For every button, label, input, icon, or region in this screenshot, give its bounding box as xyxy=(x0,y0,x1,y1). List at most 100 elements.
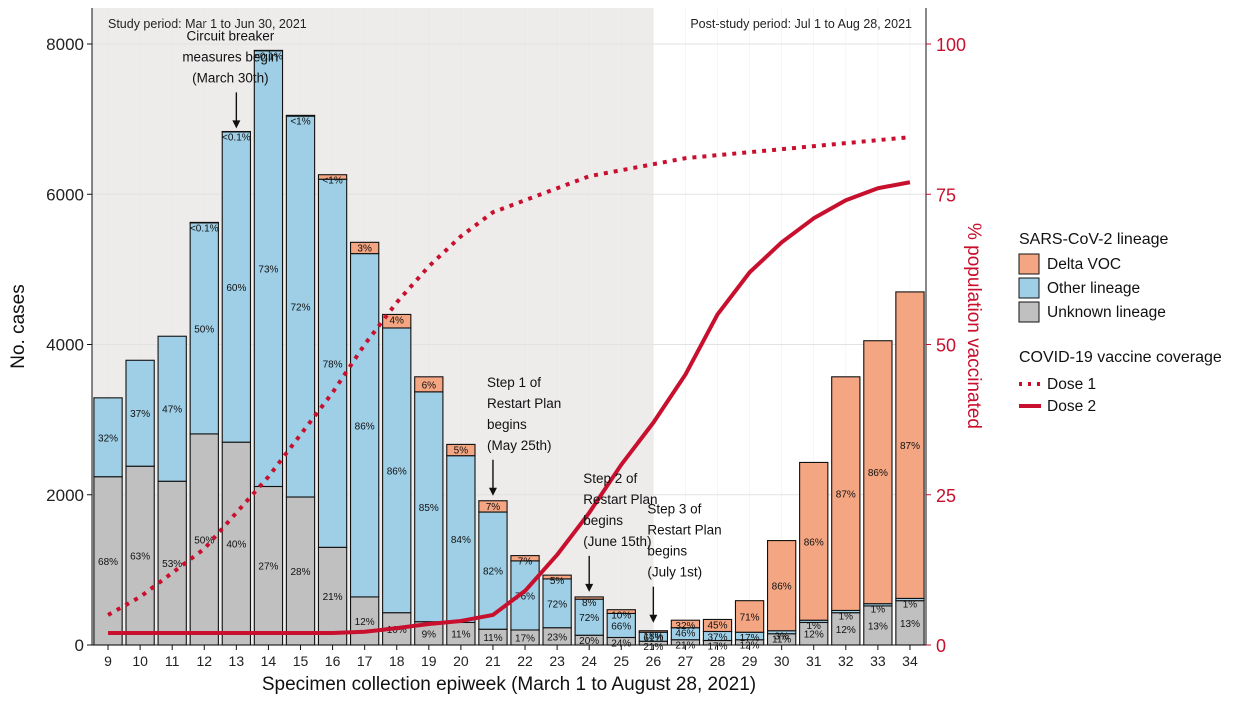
x-tick-label: 28 xyxy=(710,653,726,669)
x-tick-label: 11 xyxy=(165,653,180,669)
annotation-text: (May 25th) xyxy=(487,438,552,453)
bar-percent-label: 86% xyxy=(355,421,375,432)
annotation-text: Circuit breaker xyxy=(186,28,274,43)
annotation-text: (March 30th) xyxy=(192,70,269,85)
bar-percent-label: 72% xyxy=(547,599,567,610)
bar-percent-label: 47% xyxy=(162,405,182,416)
bar-percent-label: 17% xyxy=(740,633,760,644)
bar-percent-label: <1% xyxy=(322,176,342,187)
bar-percent-label: <0.1% xyxy=(222,133,251,144)
bar-percent-label: 3% xyxy=(774,632,789,643)
annotation-text: measures begin xyxy=(182,49,278,64)
x-tick-label: 23 xyxy=(549,653,565,669)
x-tick-label: 17 xyxy=(357,653,373,669)
x-tick-label: 20 xyxy=(453,653,469,669)
y2-tick-label: 50 xyxy=(936,336,956,356)
bar-percent-label: 86% xyxy=(804,537,824,548)
bar-percent-label: 1% xyxy=(871,605,886,616)
bar-percent-label: 86% xyxy=(387,466,407,477)
bar-percent-label: 7% xyxy=(518,557,533,568)
bar-percent-label: 5% xyxy=(454,445,469,456)
x-tick-label: 29 xyxy=(742,653,758,669)
bar-percent-label: 85% xyxy=(419,503,439,514)
bar-percent-label: 21% xyxy=(323,592,343,603)
bar-percent-label: 68% xyxy=(98,557,118,568)
bar-percent-label: 12% xyxy=(355,617,375,628)
annotation-text: Restart Plan xyxy=(487,396,561,411)
legend-line-label: Dose 2 xyxy=(1047,398,1096,415)
x-tick-label: 30 xyxy=(774,653,790,669)
y-tick-label: 2000 xyxy=(46,486,84,505)
x-tick-label: 33 xyxy=(870,653,886,669)
annotation-text: Step 1 of xyxy=(487,375,541,390)
annotation-text: begins xyxy=(487,417,527,432)
x-tick-label: 13 xyxy=(229,653,245,669)
bar-percent-label: 63% xyxy=(130,552,150,563)
bar-percent-label: 9% xyxy=(422,629,437,640)
annotation-text: Step 3 of xyxy=(647,502,701,517)
bar-percent-label: 37% xyxy=(130,409,150,420)
y-tick-label: 4000 xyxy=(46,336,84,355)
annotation-text: Restart Plan xyxy=(647,523,721,538)
y2-tick-label: 0 xyxy=(936,636,946,656)
x-tick-label: 15 xyxy=(293,653,309,669)
x-tick-label: 25 xyxy=(613,653,629,669)
bar-percent-label: 28% xyxy=(290,567,310,578)
y2-tick-label: 75 xyxy=(936,185,956,205)
bar-percent-label: 87% xyxy=(836,490,856,501)
bar-percent-label: 10% xyxy=(611,611,631,622)
x-tick-label: 31 xyxy=(806,653,822,669)
bar-percent-label: 86% xyxy=(868,468,888,479)
bar-percent-label: 32% xyxy=(98,433,118,444)
annotation-text: begins xyxy=(647,544,687,559)
x-tick-label: 32 xyxy=(838,653,854,669)
bar-percent-label: 72% xyxy=(290,303,310,314)
bar-percent-label: 13% xyxy=(868,621,888,632)
bar-percent-label: 13% xyxy=(900,619,920,630)
bar-percent-label: 1% xyxy=(903,599,918,610)
bar-percent-label: 72% xyxy=(579,613,599,624)
x-tick-label: 24 xyxy=(581,653,597,669)
bar-percent-label: 50% xyxy=(194,535,214,546)
x-tick-label: 18 xyxy=(389,653,405,669)
bar-percent-label: 23% xyxy=(547,632,567,643)
bar-percent-label: 66% xyxy=(611,621,631,632)
bar-percent-label: 4% xyxy=(390,315,405,326)
bar-percent-label: 1% xyxy=(807,621,822,632)
bar-percent-label: 87% xyxy=(900,441,920,452)
legend-line-title: COVID-19 vaccine coverage xyxy=(1019,349,1222,366)
legend-fill-title: SARS-CoV-2 lineage xyxy=(1019,231,1169,248)
x-tick-label: 19 xyxy=(421,653,437,669)
legend-line-label: Dose 1 xyxy=(1047,376,1096,393)
bar-percent-label: 86% xyxy=(772,582,792,593)
annotation-text: Restart Plan xyxy=(583,492,657,507)
bar-percent-label: 32% xyxy=(675,621,695,632)
annotation-text: begins xyxy=(583,513,623,528)
bar-percent-label: 78% xyxy=(323,359,343,370)
bar-percent-label: 40% xyxy=(226,540,246,551)
x-axis-title: Specimen collection epiweek (March 1 to … xyxy=(262,674,756,695)
x-tick-label: 12 xyxy=(196,653,212,669)
bar-percent-label: 12% xyxy=(836,625,856,636)
x-tick-label: 21 xyxy=(485,653,501,669)
y2-tick-label: 100 xyxy=(936,35,966,55)
x-tick-label: 14 xyxy=(261,653,277,669)
legend-swatch xyxy=(1019,278,1039,298)
bar-percent-label: 50% xyxy=(194,324,214,335)
y-axis-title: No. cases xyxy=(8,284,29,368)
bar-percent-label: 5% xyxy=(550,576,565,587)
bar-percent-label: 37% xyxy=(707,632,727,643)
y-tick-label: 6000 xyxy=(46,185,84,204)
bar-percent-label: 1% xyxy=(839,611,854,622)
legend-fill-label: Delta VOC xyxy=(1047,256,1121,273)
x-tick-label: 16 xyxy=(325,653,341,669)
bar-percent-label: 18% xyxy=(643,632,663,643)
bar-percent-label: 71% xyxy=(740,612,760,623)
x-tick-label: 34 xyxy=(902,653,918,669)
x-tick-label: 22 xyxy=(517,653,533,669)
y2-tick-label: 25 xyxy=(936,486,956,506)
legend-swatch xyxy=(1019,302,1039,322)
bar-percent-label: 27% xyxy=(258,562,278,573)
bar-percent-label: <1% xyxy=(290,116,310,127)
